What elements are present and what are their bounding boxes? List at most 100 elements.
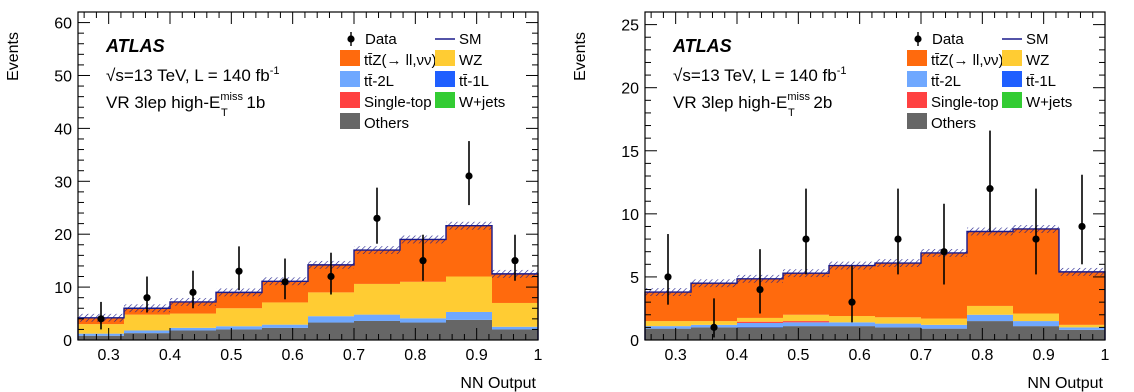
bar-tt-z-ll--bin-6 <box>354 250 400 284</box>
x-tick-label: 0.3 <box>665 347 687 364</box>
bar-others-bin-8 <box>1013 326 1059 340</box>
legend-swatch <box>435 71 455 87</box>
bar-others-bin-0 <box>645 328 691 340</box>
bar-others-bin-2 <box>170 330 216 340</box>
legend-data-label: Data <box>932 31 964 48</box>
y-axis-title: Events <box>5 32 22 81</box>
lumi-exponent: -1 <box>270 65 280 77</box>
bar-others-bin-4 <box>262 327 308 340</box>
data-point-4 <box>848 298 856 306</box>
bar-tt-2l-bin-3 <box>783 322 829 327</box>
bar-tt-2l-bin-8 <box>1013 321 1059 327</box>
region-label: VR 3lep high-Emiss T 1b <box>106 91 265 119</box>
bar-tt-2l-bin-7 <box>400 318 446 323</box>
legend-label: WZ <box>459 52 482 69</box>
legend-swatch <box>1002 50 1022 66</box>
legend-label: WZ <box>1026 52 1049 69</box>
bar-tt-2l-bin-9 <box>1059 327 1105 330</box>
experiment-label: ATLAS <box>105 36 165 56</box>
bar-wz-bin-1 <box>124 314 170 331</box>
legend-label: tt̄-1L <box>1026 73 1056 90</box>
bar-wz-bin-3 <box>216 308 262 327</box>
data-point-5 <box>894 235 902 243</box>
bar-wz-bin-7 <box>967 305 1013 315</box>
bar-others-bin-2 <box>737 327 783 340</box>
region-sub: T <box>221 107 228 119</box>
x-tick-label: 0.9 <box>1033 347 1055 364</box>
y-axis-title: Events <box>572 32 589 81</box>
bar-wz-bin-6 <box>921 318 967 325</box>
legend-swatch <box>907 50 927 66</box>
bar-tt-2l-bin-2 <box>737 322 783 327</box>
x-tick-label: 0.9 <box>466 347 488 364</box>
x-tick-label: 0.4 <box>726 347 748 364</box>
y-tick-label: 0 <box>630 333 639 350</box>
legend-swatch <box>340 50 360 66</box>
bar-wz-bin-4 <box>262 302 308 325</box>
legend-label: tt̄Z(→ ll,νν) <box>931 52 1004 69</box>
data-point-8 <box>465 172 473 180</box>
bar-tt-z-ll--bin-8 <box>446 225 492 277</box>
bar-others-bin-3 <box>216 329 262 340</box>
bar-others-bin-9 <box>1059 329 1105 340</box>
legend-label: tt̄-1L <box>459 73 489 90</box>
histogram-panel-1b: 0.3 0.4 0.5 0.6 0.7 0.8 0.9 10102030405060Event… <box>5 11 543 392</box>
legend-label: W+jets <box>459 94 505 111</box>
bar-tt-2l-bin-5 <box>875 323 921 328</box>
legend-label: Others <box>364 115 409 132</box>
bar-wz-bin-7 <box>400 281 446 319</box>
bar-others-bin-6 <box>921 328 967 340</box>
legend-swatch <box>340 113 360 129</box>
bar-tt-1l-bin-2 <box>737 326 783 328</box>
bar-tt-z-ll--bin-7 <box>967 231 1013 306</box>
data-point-7 <box>419 257 427 265</box>
legend-swatch <box>907 71 927 87</box>
y-tick-label: 10 <box>54 280 72 297</box>
legend-label: tt̄-2L <box>931 73 961 90</box>
legend-swatch <box>435 92 455 108</box>
bar-tt-2l-bin-5 <box>308 316 354 323</box>
bar-tt-z-ll--bin-3 <box>216 292 262 309</box>
x-tick-label: 0.4 <box>159 347 181 364</box>
lumi-exponent: -1 <box>837 65 847 77</box>
bar-tt-2l-bin-4 <box>262 324 308 328</box>
bar-others-bin-5 <box>875 327 921 340</box>
data-point-6 <box>940 248 948 256</box>
bar-others-bin-0 <box>78 335 124 340</box>
y-tick-label: 30 <box>54 174 72 191</box>
bar-tt-2l-bin-6 <box>354 314 400 321</box>
bar-tt-2l-bin-3 <box>216 326 262 330</box>
x-tick-label: 0.3 <box>98 347 120 364</box>
legend-swatch <box>1002 71 1022 87</box>
bar-others-bin-3 <box>783 326 829 340</box>
y-tick-label: 0 <box>63 333 72 350</box>
data-point-2 <box>756 285 764 294</box>
region-suffix: 1b <box>242 93 266 112</box>
x-tick-label: 0.7 <box>343 347 365 364</box>
energy-lumi-label: √s=13 TeV, L = 140 fb-1 <box>106 65 280 85</box>
bar-wz-bin-5 <box>308 292 354 317</box>
experiment-label: ATLAS <box>672 36 732 56</box>
bar-wz-bin-5 <box>875 317 921 324</box>
legend-sm-label: SM <box>459 31 482 48</box>
y-tick-label: 40 <box>54 121 72 138</box>
y-tick-label: 25 <box>621 18 639 35</box>
x-axis-title: NN Output <box>460 375 536 392</box>
bar-wz-bin-2 <box>170 313 216 328</box>
x-tick-label: 1 <box>534 347 543 364</box>
y-tick-label: 10 <box>621 207 639 224</box>
x-tick-label: 0.5 <box>787 347 809 364</box>
bar-tt-z-ll--bin-9 <box>1059 271 1105 325</box>
region-sup: miss <box>787 91 810 103</box>
y-tick-label: 20 <box>54 227 72 244</box>
legend-label: Single-top <box>364 94 432 111</box>
x-axis-title: NN Output <box>1027 375 1103 392</box>
energy-lumi-label: √s=13 TeV, L = 140 fb-1 <box>673 65 847 85</box>
legend-label: Others <box>931 115 976 132</box>
x-tick-label: 0.5 <box>220 347 242 364</box>
bar-wz-bin-8 <box>446 276 492 312</box>
y-tick-label: 5 <box>630 270 639 287</box>
y-tick-label: 20 <box>621 81 639 98</box>
bar-wz-bin-9 <box>1059 324 1105 328</box>
